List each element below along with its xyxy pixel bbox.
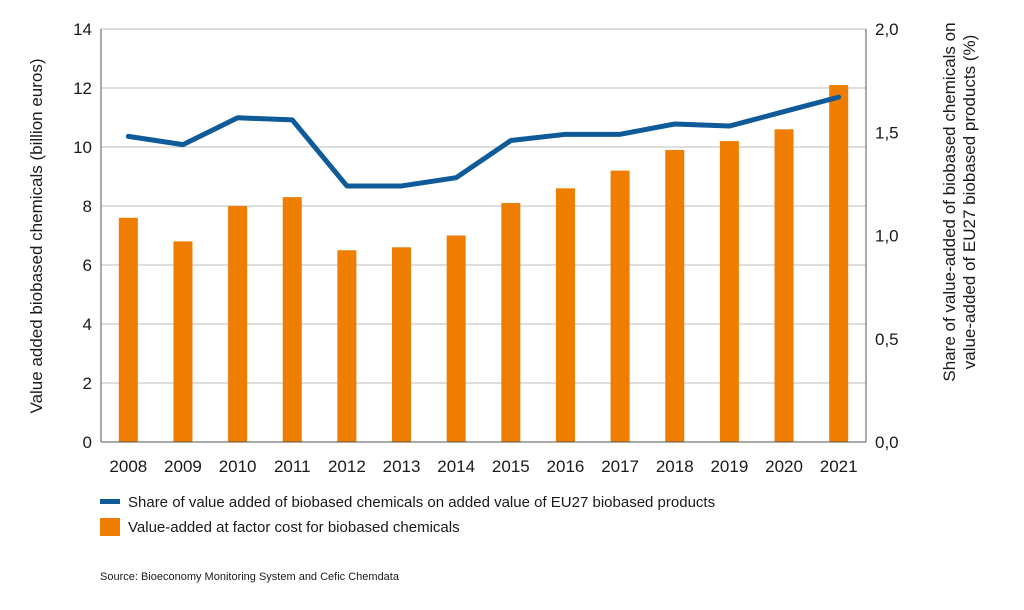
bar	[665, 149, 685, 442]
x-tick-label: 2015	[492, 457, 530, 476]
y-left-axis-title: Value added biobased chemicals (billion …	[27, 58, 46, 413]
gridlines	[101, 28, 866, 384]
x-tick-label: 2016	[547, 457, 585, 476]
share-line	[125, 94, 842, 189]
legend-line-label: Share of value added of biobased chemica…	[128, 494, 715, 511]
legend-line-swatch	[100, 499, 120, 504]
bar	[774, 129, 794, 443]
source-note: Source: Bioeconomy Monitoring System and…	[100, 571, 400, 583]
x-tick-label: 2020	[765, 457, 803, 476]
y-right-tick-label: 1,5	[875, 123, 899, 142]
x-tick-label: 2014	[437, 457, 475, 476]
bar	[392, 247, 412, 442]
y-right-tick-label: 0,5	[875, 330, 899, 349]
bar	[501, 203, 521, 442]
y-right-tick-label: 0,0	[875, 433, 899, 452]
bar	[829, 85, 849, 443]
y-left-tick-label: 10	[73, 138, 92, 157]
bar	[555, 188, 575, 442]
y-left-tick-label: 14	[73, 20, 92, 39]
y-right-tick-label: 1,0	[875, 227, 899, 246]
x-tick-label: 2009	[164, 457, 202, 476]
x-tick-label: 2018	[656, 457, 694, 476]
axes: 0 2 4 6 8 10 12 14 0,0 0,5 1,0 1,5 2,0 2008 2009 2010 20…	[73, 20, 899, 476]
x-tick-label: 2010	[219, 457, 257, 476]
bar	[446, 235, 466, 442]
x-tick-label: 2013	[383, 457, 421, 476]
bar	[610, 170, 630, 442]
y-left-tick-label: 4	[83, 315, 92, 334]
bar	[173, 241, 193, 442]
x-tick-label: 2011	[274, 457, 311, 476]
y-left-tick-label: 2	[83, 374, 92, 393]
y-left-tick-label: 0	[83, 433, 92, 452]
y-left-tick-label: 12	[73, 79, 92, 98]
x-tick-label: 2017	[601, 457, 639, 476]
y-right-tick-label: 2,0	[875, 20, 899, 39]
x-tick-label: 2019	[710, 457, 748, 476]
y-left-tick-label: 8	[83, 197, 92, 216]
bar	[337, 250, 357, 442]
bar	[719, 141, 739, 442]
y-right-axis-title-line1: Share of value-added of biobased chemica…	[940, 22, 959, 381]
bar	[228, 206, 248, 442]
legend-bar-swatch	[100, 518, 120, 536]
y-left-tick-label: 6	[83, 256, 92, 275]
line-series	[125, 94, 842, 189]
x-tick-label: 2021	[820, 457, 858, 476]
y-right-axis-title-line2: value-added of EU27 biobased products (%…	[960, 35, 979, 370]
bar	[282, 197, 302, 442]
x-tick-label: 2012	[328, 457, 366, 476]
legend: Share of value added of biobased chemica…	[100, 494, 715, 536]
x-tick-label: 2008	[109, 457, 147, 476]
bar-series	[118, 85, 849, 443]
legend-bar-label: Value-added at factor cost for biobased …	[128, 519, 460, 536]
bar	[118, 217, 138, 442]
